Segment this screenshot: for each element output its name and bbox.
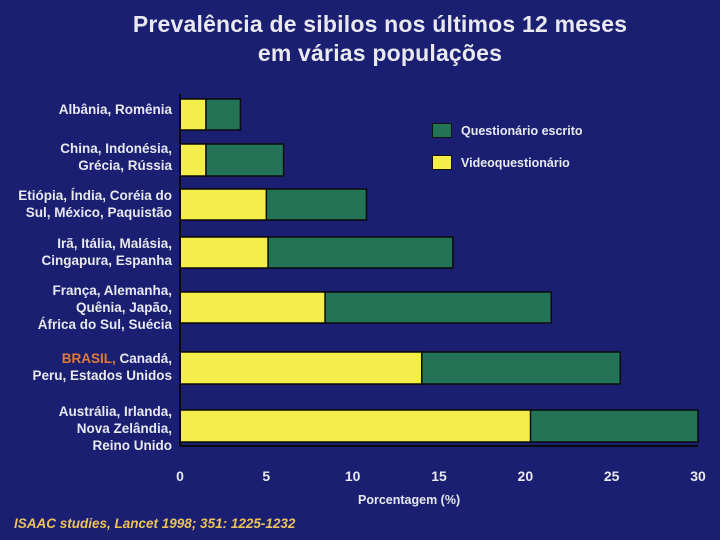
source-citation: ISAAC studies, Lancet 1998; 351: 1225-12… [14, 516, 296, 531]
x-tick-label-2: 10 [345, 468, 361, 484]
category-label-3: Irã, Itália, Malásia, Cingapura, Espanha [41, 236, 172, 268]
legend-item-written: Questionário escrito [432, 123, 583, 138]
legend-item-video: Videoquestionário [432, 155, 570, 170]
category-label-4: França, Alemanha, Quênia, Japão, África … [37, 283, 172, 332]
bar-video-6 [179, 409, 532, 443]
bar-video-0 [179, 98, 207, 131]
category-label-6: Austrália, Irlanda, Nova Zelândia, Reino… [58, 404, 172, 453]
x-tick-label-4: 20 [518, 468, 534, 484]
bar-video-3 [179, 236, 269, 269]
bar-video-2 [179, 188, 268, 221]
chart-title-line-1: Prevalência de sibilos nos últimos 12 me… [132, 11, 628, 37]
legend-label-written: Questionário escrito [461, 123, 583, 138]
x-axis-label: Porcentagem (%) [358, 493, 461, 507]
bar-video-4 [179, 291, 326, 324]
legend-label-video: Videoquestionário [461, 155, 570, 170]
x-tick-label-1: 5 [262, 468, 270, 484]
bar-video-1 [179, 143, 207, 177]
chart-title-line-2: em várias populações [257, 40, 503, 66]
category-label-1: China, Indonésia, Grécia, Rússia [60, 141, 172, 173]
x-tick-label-5: 25 [604, 468, 620, 484]
legend-swatch-video [432, 155, 452, 170]
x-tick-label-0: 0 [176, 468, 184, 484]
category-label-0: Albânia, Romênia [58, 102, 172, 117]
brasil-highlight: BRASIL, [61, 351, 116, 366]
x-tick-label-6: 30 [690, 468, 706, 484]
bar-video-5 [179, 351, 423, 385]
x-tick-label-3: 15 [431, 468, 447, 484]
category-label-5: BRASIL, Canadá, Peru, Estados Unidos [32, 351, 172, 383]
category-label-2: Etiópia, Índia, Coréia do Sul, México, P… [18, 188, 172, 220]
legend-swatch-written [432, 123, 452, 138]
